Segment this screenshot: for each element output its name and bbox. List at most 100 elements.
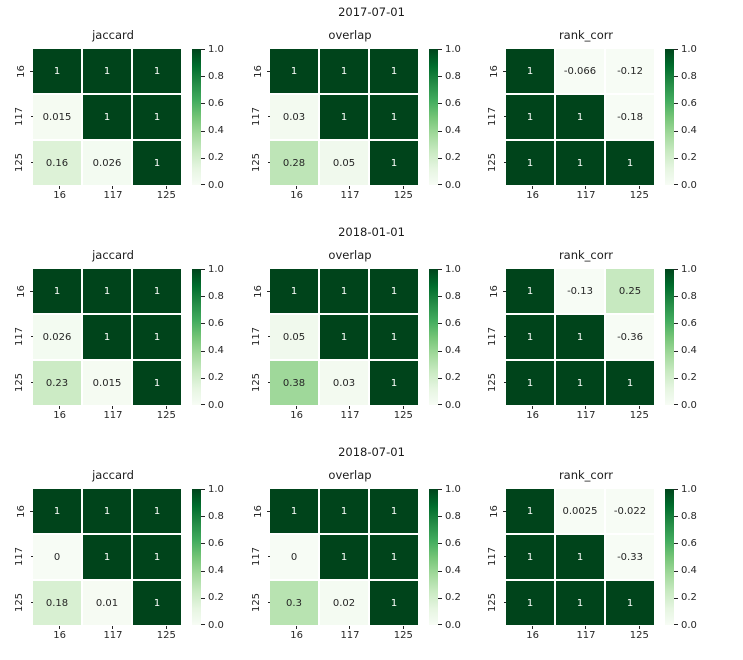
- colorbar-tick-label: 0.2: [208, 152, 224, 164]
- heatmap-cell: 1: [556, 95, 604, 139]
- colorbar-tick-mark: [438, 624, 442, 625]
- heatmap-cell: 1: [370, 141, 418, 185]
- heatmap-grid: 1 1 1 0 1 1 0.3 0.02 1: [270, 489, 418, 625]
- colorbar-tick-label: 0.8: [208, 510, 224, 522]
- colorbar-tick-label: 1.0: [445, 43, 461, 55]
- heatmap-cell: 1: [556, 535, 604, 579]
- y-tick-mark: [30, 71, 33, 73]
- x-tick: 117: [559, 406, 612, 421]
- y-tick-mark: [503, 291, 506, 293]
- heatmap-cell: 0.16: [33, 141, 81, 185]
- figure-suptitle: 2018-01-01: [338, 225, 405, 239]
- colorbar: 1.0 0.8 0.6 0.4 0.2 0.0: [192, 44, 242, 191]
- colorbar-tick-label: 1.0: [208, 483, 224, 495]
- x-tick-mark: [638, 406, 640, 409]
- y-tick-label: 117: [251, 327, 263, 347]
- x-tick-label: 125: [393, 190, 413, 201]
- y-tick-label: 117: [487, 107, 499, 127]
- x-axis: 16 117 125: [33, 406, 193, 421]
- y-tick-mark: [268, 556, 270, 558]
- x-tick-label: 117: [340, 630, 360, 641]
- x-tick-mark: [532, 186, 534, 189]
- y-tick-label: 125: [487, 152, 499, 172]
- heatmap-cell: 1: [270, 49, 318, 93]
- colorbar-tick-label: 0.8: [208, 70, 224, 82]
- colorbar-tick-label: 0.6: [445, 537, 461, 549]
- colorbar-tick-mark: [674, 350, 678, 352]
- heatmap-cell: 0.015: [33, 95, 81, 139]
- heatmap-cell: 1: [270, 489, 318, 533]
- colorbar-tick-mark: [674, 157, 678, 159]
- colorbar-tick-mark: [674, 489, 678, 490]
- heatmap-cell: 1: [83, 269, 131, 313]
- colorbar-tick-mark: [438, 323, 442, 325]
- heatmap-grid: 1 1 1 0.015 1 1 0.16 0.026 1: [33, 49, 181, 185]
- colorbar: 1.0 0.8 0.6 0.4 0.2 0.0: [192, 264, 242, 411]
- x-tick: 125: [613, 186, 666, 201]
- y-tick-mark: [268, 336, 270, 338]
- colorbar-tick-label: 1.0: [681, 483, 697, 495]
- colorbar-tick-mark: [438, 103, 442, 105]
- heatmap-cell: 1: [133, 581, 181, 625]
- heatmap-cell: 0.01: [83, 581, 131, 625]
- subplot-jaccard: jaccard 16 117 125 1 1 1 0.015 1 1 0.16 0.026 1 1.0 0.…: [10, 26, 242, 201]
- heatmap-cell: 1: [556, 141, 604, 185]
- subplot-title: overlap: [328, 468, 372, 482]
- y-tick-mark: [503, 511, 506, 513]
- colorbar-tick-mark: [201, 377, 205, 379]
- x-tick-mark: [349, 186, 351, 189]
- heatmap-cell: 1: [370, 581, 418, 625]
- subplot-body: 16 117 125 1 1 1 0.03 1 1 0.28 0.05 1 1.0 0.8 0.6 0.4 0.…: [247, 44, 479, 191]
- y-tick: 16: [10, 269, 33, 314]
- colorbar-tick-mark: [201, 130, 205, 132]
- x-tick-mark: [112, 626, 114, 629]
- heatmap-cell: 1: [370, 315, 418, 359]
- x-tick: 117: [86, 406, 139, 421]
- x-tick-label: 125: [156, 410, 176, 421]
- x-tick-mark: [585, 406, 587, 409]
- colorbar-tick-label: 0.2: [445, 372, 461, 384]
- heatmap-cell: 1: [33, 269, 81, 313]
- y-axis: 16 117 125: [483, 269, 506, 405]
- y-axis: 16 117 125: [483, 489, 506, 625]
- y-tick: 125: [247, 360, 270, 405]
- x-tick-mark: [585, 626, 587, 629]
- subplot-body: 16 117 125 1 1 1 0.05 1 1 0.38 0.03 1 1.0 0.8 0.6 0.4 0.…: [247, 264, 479, 411]
- heatmap-cell: 0.02: [320, 581, 368, 625]
- x-tick: 125: [140, 186, 193, 201]
- x-tick-mark: [59, 626, 61, 629]
- subplot-body: 16 117 125 1 1 1 0 1 1 0.18 0.01 1 1.0 0.8 0.6 0.4 0.2 0.…: [10, 484, 242, 631]
- heatmap-cell: 1: [556, 581, 604, 625]
- heatmap-cell: 1: [506, 489, 554, 533]
- colorbar-tick-mark: [674, 404, 678, 405]
- y-tick-label: 125: [251, 372, 263, 392]
- colorbar-gradient: [429, 489, 438, 625]
- subplot-title: overlap: [328, 28, 372, 42]
- figure-suptitle: 2017-07-01: [338, 5, 405, 19]
- y-tick-mark: [268, 161, 270, 163]
- colorbar-tick-label: 0.4: [681, 345, 697, 357]
- y-tick: 117: [483, 314, 506, 359]
- heatmap-cell: 1: [370, 49, 418, 93]
- y-axis: 16 117 125: [10, 269, 33, 405]
- heatmap-cell: 1: [506, 141, 554, 185]
- subplot-jaccard: jaccard 16 117 125 1 1 1 0 1 1 0.18 0.01 1 1.0 0.8 0.6 0…: [10, 466, 242, 641]
- heatmap-cell: 1: [606, 581, 654, 625]
- heatmap-cell: 1: [370, 361, 418, 405]
- x-tick-label: 117: [340, 410, 360, 421]
- subplot-rank_corr: rank_corr 16 117 125 1 0.0025 -0.022 1 1 -0.33 1 1 1…: [483, 466, 715, 641]
- y-tick: 117: [10, 314, 33, 359]
- x-tick-label: 117: [103, 190, 123, 201]
- y-tick-label: 125: [251, 152, 263, 172]
- x-axis: 16 117 125: [270, 186, 430, 201]
- subplot-body: 16 117 125 1 -0.13 0.25 1 1 -0.36 1 1 1 1.0 0.8 0.6 0.4…: [483, 264, 715, 411]
- y-tick-label: 16: [253, 285, 265, 299]
- y-tick: 125: [483, 360, 506, 405]
- y-tick-label: 117: [251, 107, 263, 127]
- colorbar-tick-label: 0.0: [681, 619, 697, 631]
- colorbar-tick-label: 0.0: [445, 619, 461, 631]
- y-axis: 16 117 125: [247, 49, 270, 185]
- figure-row: 2018-01-01 jaccard 16 117 125 1 1 1 0.026 1 1 0.23 0…: [0, 220, 743, 440]
- colorbar-tick-label: 0.6: [681, 97, 697, 109]
- heatmap-cell: -0.066: [556, 49, 604, 93]
